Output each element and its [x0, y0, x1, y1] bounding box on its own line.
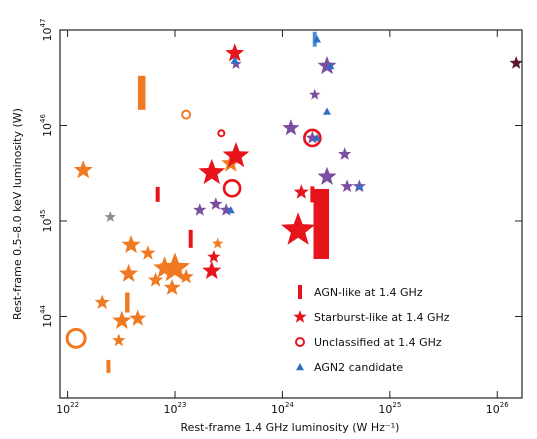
tick-base: 10 — [378, 403, 392, 416]
x-tick-label: 1023 — [164, 401, 187, 416]
circle-marker — [181, 109, 192, 120]
y-tick-label: 1045 — [39, 210, 54, 233]
star-marker — [163, 278, 181, 295]
star-marker — [282, 119, 300, 136]
circle-marker — [222, 178, 242, 198]
bar-marker — [106, 359, 111, 373]
legend-label: AGN2 candidate — [314, 361, 403, 374]
star-marker — [104, 211, 116, 222]
star-marker — [338, 147, 352, 160]
tick-exponent: 24 — [285, 401, 294, 409]
legend-marker — [298, 285, 302, 299]
circle-marker — [65, 327, 87, 349]
x-tick-label: 1025 — [378, 401, 401, 416]
star-marker — [219, 203, 233, 216]
star-marker — [202, 260, 222, 279]
star-marker — [148, 272, 164, 287]
star-marker — [193, 203, 207, 216]
y-axis-title: Rest-frame 0.5–8.0 keV luminosity (W) — [11, 108, 24, 320]
star-marker — [317, 166, 337, 185]
legend-marker — [295, 337, 305, 347]
star-marker — [305, 131, 319, 144]
star-marker — [112, 310, 132, 329]
tick-base: 10 — [56, 403, 70, 416]
legend-label: Unclassified at 1.4 GHz — [314, 336, 442, 349]
star-marker — [212, 237, 224, 249]
star-marker — [281, 212, 316, 245]
x-tick-label: 1026 — [486, 401, 509, 416]
star-marker — [119, 263, 139, 282]
tick-base: 10 — [41, 123, 54, 137]
star-marker — [129, 309, 147, 326]
triangle-marker — [313, 133, 322, 142]
bar-marker — [155, 186, 160, 202]
star-marker — [159, 252, 191, 282]
tick-exponent: 22 — [70, 401, 79, 409]
bar-marker — [188, 229, 193, 248]
legend-marker — [296, 363, 304, 371]
tick-base: 10 — [41, 218, 54, 232]
star-marker — [309, 88, 321, 100]
bar-marker — [125, 292, 130, 313]
circle-marker — [217, 129, 226, 138]
tick-base: 10 — [41, 27, 54, 41]
triangle-marker — [226, 206, 235, 214]
tick-exponent: 46 — [39, 113, 47, 122]
bar-marker — [137, 75, 146, 110]
star-marker — [94, 294, 110, 309]
tick-exponent: 44 — [39, 304, 47, 313]
x-tick-label: 1024 — [271, 401, 294, 416]
legend-label: AGN-like at 1.4 GHz — [314, 286, 423, 299]
x-axis-title: Rest-frame 1.4 GHz luminosity (W Hz⁻¹) — [181, 421, 400, 434]
circle-marker — [303, 128, 322, 148]
bar-marker — [312, 31, 317, 47]
star-marker — [340, 179, 354, 193]
tick-exponent: 23 — [178, 401, 187, 409]
tick-exponent: 47 — [39, 19, 47, 28]
y-tick-label: 1047 — [39, 19, 54, 42]
plot-frame — [59, 29, 523, 399]
tick-exponent: 26 — [500, 401, 509, 409]
triangle-marker — [313, 35, 322, 43]
triangle-marker — [355, 182, 364, 190]
star-marker — [207, 250, 221, 263]
tick-exponent: 25 — [392, 401, 401, 409]
bar-marker — [313, 188, 330, 259]
triangle-marker — [322, 107, 331, 115]
bar-marker — [310, 186, 315, 203]
tick-base: 10 — [271, 403, 285, 416]
tick-base: 10 — [486, 403, 500, 416]
star-marker — [509, 56, 523, 69]
star-marker — [293, 184, 309, 199]
tick-base: 10 — [164, 403, 178, 416]
star-marker — [225, 43, 245, 62]
star-marker — [209, 197, 223, 210]
x-tick-label: 1022 — [56, 401, 79, 416]
triangle-marker — [326, 61, 335, 70]
y-tick-label: 1044 — [39, 304, 54, 327]
tick-base: 10 — [41, 314, 54, 328]
star-marker — [198, 158, 226, 185]
legend-label: Starburst-like at 1.4 GHz — [314, 311, 450, 324]
star-marker — [112, 333, 126, 347]
tick-exponent: 45 — [39, 210, 47, 219]
star-marker — [121, 235, 141, 254]
triangle-marker — [230, 56, 239, 64]
star-marker — [178, 268, 194, 284]
y-tick-label: 1046 — [39, 113, 54, 136]
star-marker — [222, 141, 250, 168]
star-marker — [317, 56, 337, 75]
star-marker — [140, 245, 156, 260]
legend-marker — [293, 310, 307, 323]
star-marker — [73, 160, 93, 179]
